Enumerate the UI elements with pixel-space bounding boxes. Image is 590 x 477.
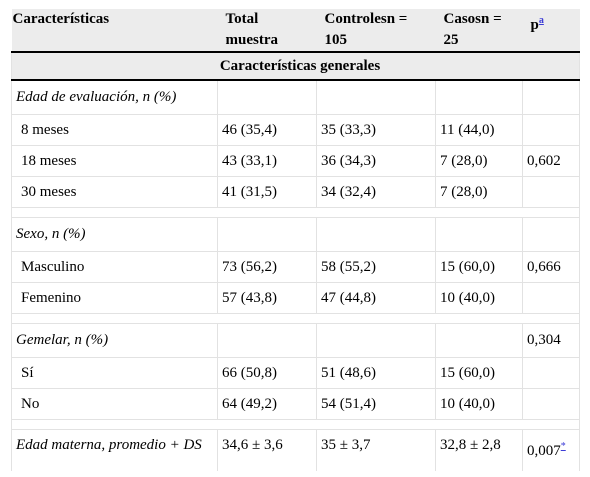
cell-cases: 11 (44,0) — [435, 114, 523, 146]
cell-p — [522, 176, 580, 208]
group-label: Gemelar, n (%) — [11, 323, 218, 358]
cell-cases: 7 (28,0) — [435, 145, 523, 177]
header-row: Características Total muestra Controlesn… — [11, 9, 580, 53]
header-total: Total muestra — [217, 9, 317, 53]
cell-controls: 35 (33,3) — [316, 114, 436, 146]
table-row: Femenino 57 (43,8) 47 (44,8) 10 (40,0) — [11, 282, 580, 314]
cell-total: 34,6 ± 3,6 — [217, 429, 317, 471]
cell-total: 46 (35,4) — [217, 114, 317, 146]
row-label: 8 meses — [11, 114, 218, 146]
cell-total: 64 (49,2) — [217, 388, 317, 420]
row-label: Sí — [11, 357, 218, 389]
cell-p: 0,666 — [522, 251, 580, 283]
section-row: Características generales — [11, 51, 580, 81]
group-label: Edad de evaluación, n (%) — [11, 79, 218, 115]
header-p: pa — [522, 9, 580, 53]
cell-p: 0,007* — [522, 429, 580, 471]
spacer-row — [11, 207, 580, 218]
cell-cases: 10 (40,0) — [435, 388, 523, 420]
section-title: Características generales — [11, 51, 580, 81]
group-row: Sexo, n (%) — [11, 217, 580, 252]
cell-total: 43 (33,1) — [217, 145, 317, 177]
cell-cases: 7 (28,0) — [435, 176, 523, 208]
group-row: Gemelar, n (%) 0,304 — [11, 323, 580, 358]
header-cases: Casosn = 25 — [435, 9, 523, 53]
table-row: Masculino 73 (56,2) 58 (55,2) 15 (60,0) … — [11, 251, 580, 283]
table-row: No 64 (49,2) 54 (51,4) 10 (40,0) — [11, 388, 580, 420]
cell-total: 57 (43,8) — [217, 282, 317, 314]
table-row: 8 meses 46 (35,4) 35 (33,3) 11 (44,0) — [11, 114, 580, 146]
row-label: 30 meses — [11, 176, 218, 208]
cell-total: 66 (50,8) — [217, 357, 317, 389]
cell-p — [522, 388, 580, 420]
table-row: 18 meses 43 (33,1) 36 (34,3) 7 (28,0) 0,… — [11, 145, 580, 177]
characteristics-table: Características Total muestra Controlesn… — [11, 9, 580, 471]
cell-controls: 58 (55,2) — [316, 251, 436, 283]
row-label: Masculino — [11, 251, 218, 283]
group-label: Sexo, n (%) — [11, 217, 218, 252]
maternal-age-row: Edad materna, promedio + DS 34,6 ± 3,6 3… — [11, 429, 580, 471]
cell-controls: 35 ± 3,7 — [316, 429, 436, 471]
cell-p — [522, 357, 580, 389]
table-row: 30 meses 41 (31,5) 34 (32,4) 7 (28,0) — [11, 176, 580, 208]
cell-cases: 10 (40,0) — [435, 282, 523, 314]
cell-controls: 34 (32,4) — [316, 176, 436, 208]
cell-total: 73 (56,2) — [217, 251, 317, 283]
group-p — [522, 217, 580, 252]
header-controls: Controlesn = 105 — [316, 9, 436, 53]
row-label: No — [11, 388, 218, 420]
cell-p — [522, 114, 580, 146]
cell-p — [522, 282, 580, 314]
cell-cases: 15 (60,0) — [435, 357, 523, 389]
row-label: 18 meses — [11, 145, 218, 177]
cell-controls: 36 (34,3) — [316, 145, 436, 177]
cell-cases: 15 (60,0) — [435, 251, 523, 283]
footnote-star-link[interactable]: * — [560, 441, 566, 452]
spacer-row — [11, 313, 580, 324]
header-p-label: p — [530, 17, 539, 33]
cell-cases: 32,8 ± 2,8 — [435, 429, 523, 471]
group-row: Edad de evaluación, n (%) — [11, 79, 580, 115]
table-row: Sí 66 (50,8) 51 (48,6) 15 (60,0) — [11, 357, 580, 389]
header-characteristics: Características — [11, 9, 218, 53]
cell-controls: 51 (48,6) — [316, 357, 436, 389]
cell-p-value: 0,007 — [527, 443, 561, 459]
spacer-row — [11, 419, 580, 430]
cell-total: 41 (31,5) — [217, 176, 317, 208]
row-label: Femenino — [11, 282, 218, 314]
footnote-a-link[interactable]: a — [538, 15, 544, 26]
group-p: 0,304 — [522, 323, 580, 358]
group-p — [522, 79, 580, 115]
cell-controls: 54 (51,4) — [316, 388, 436, 420]
cell-p: 0,602 — [522, 145, 580, 177]
cell-controls: 47 (44,8) — [316, 282, 436, 314]
row-label: Edad materna, promedio + DS — [11, 429, 218, 471]
